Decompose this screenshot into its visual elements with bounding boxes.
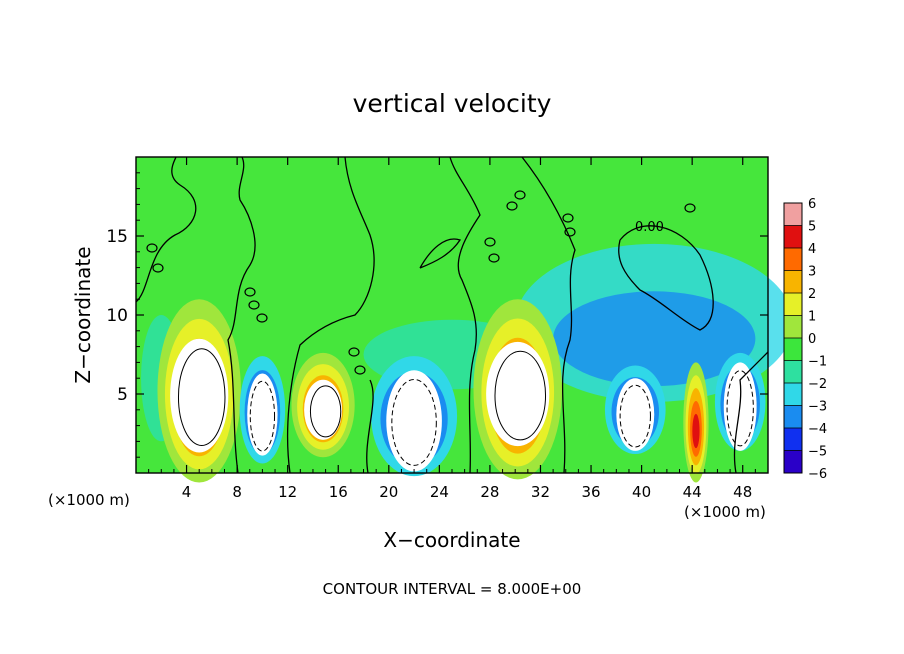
zero-contour-loop xyxy=(146,243,158,253)
y-axis-label: Z−coordinate xyxy=(71,246,95,383)
contour-interval-note: CONTOUR INTERVAL = 8.000E+00 xyxy=(323,580,582,598)
zero-contour-line xyxy=(227,156,256,474)
colorbar-tick-label: 0 xyxy=(808,332,816,347)
zero-contour-line xyxy=(618,225,714,331)
colorbar-segment xyxy=(784,383,802,406)
zero-contour-line xyxy=(286,156,375,474)
colorbar-segment xyxy=(784,405,802,428)
zero-contour-loop xyxy=(484,237,496,247)
core-contour xyxy=(726,370,754,447)
colorbar-segment xyxy=(784,248,802,271)
zero-contour-loop xyxy=(348,347,360,357)
zero-contour-line xyxy=(135,156,197,303)
zero-contour-line xyxy=(419,238,462,269)
x-tick-label: 28 xyxy=(480,483,499,501)
colorbar-tick-label: 2 xyxy=(808,287,816,302)
x-tick-label: 16 xyxy=(329,483,348,501)
colorbar-segment xyxy=(784,203,802,226)
chart-title: vertical velocity xyxy=(353,89,552,118)
core-contour xyxy=(494,350,547,441)
zero-contour-loop xyxy=(684,203,696,213)
updraft-core xyxy=(304,379,343,440)
x-unit-left: (×1000 m) xyxy=(48,491,130,509)
x-tick-label: 24 xyxy=(430,483,449,501)
colorbar-segment xyxy=(784,360,802,383)
zero-contour-loop xyxy=(488,253,500,263)
y-tick-label: 10 xyxy=(106,306,128,326)
colorbar-tick-label: −6 xyxy=(808,467,827,482)
colorbar-segment xyxy=(784,428,802,451)
y-axis: 5 10 15 xyxy=(106,172,768,458)
zero-contours xyxy=(135,156,769,474)
colorbar-tick-label: −5 xyxy=(808,445,827,460)
colorbar-segment xyxy=(784,225,802,248)
colorbar-segment xyxy=(784,450,802,473)
contour-label: 0.00 xyxy=(635,220,664,235)
colorbar-tick-label: 5 xyxy=(808,220,816,235)
colorbar-segment xyxy=(784,338,802,361)
x-tick-label: 4 xyxy=(182,483,192,501)
x-tick-label: 40 xyxy=(632,483,651,501)
field-band xyxy=(553,291,756,387)
x-tick-label: 44 xyxy=(683,483,702,501)
zero-contour-loop xyxy=(244,287,256,297)
downdraft-core xyxy=(386,370,442,472)
colorbar-tick-label: 1 xyxy=(808,310,816,325)
colorbar-tick-label: −3 xyxy=(808,400,827,415)
colorbar-tick-label: −4 xyxy=(808,422,827,437)
colorbar-tick-label: 3 xyxy=(808,265,816,280)
core-contour xyxy=(619,384,651,448)
colorbar-segment xyxy=(784,293,802,316)
colorbar-tick-label: −2 xyxy=(808,377,827,392)
x-tick-label: 12 xyxy=(278,483,297,501)
colorbar-segment xyxy=(784,315,802,338)
downdraft-core xyxy=(247,373,278,456)
zero-contour-loop xyxy=(256,313,268,323)
zero-contour-loop xyxy=(152,263,164,273)
zero-contour-loop xyxy=(564,227,576,237)
updraft-shade xyxy=(692,413,700,449)
core-contour xyxy=(249,380,276,452)
y-tick-label: 15 xyxy=(106,227,128,247)
x-tick-label: 32 xyxy=(531,483,550,501)
updraft-core xyxy=(486,341,550,447)
zero-contour-line xyxy=(733,351,769,474)
plot-area xyxy=(135,156,794,483)
colorbar: 6 5 4 3 2 1 0 −1 −2 −3 −4 −5 −6 xyxy=(783,197,827,482)
core-contour xyxy=(309,385,342,438)
x-unit-right: (×1000 m) xyxy=(684,503,766,521)
colorbar-tick-label: −1 xyxy=(808,355,827,370)
zero-contour-line xyxy=(366,379,374,474)
zero-contour-loop xyxy=(506,201,518,211)
x-tick-label: 36 xyxy=(581,483,600,501)
zero-contour-loop xyxy=(248,300,260,310)
zero-contour-loop xyxy=(562,213,574,223)
x-axis-label: X−coordinate xyxy=(383,528,520,552)
x-tick-label: 48 xyxy=(733,483,752,501)
zero-contour-loop xyxy=(514,190,526,200)
downdraft-core xyxy=(616,378,655,451)
zero-contour-line xyxy=(449,156,481,474)
colorbar-tick-label: 4 xyxy=(808,242,816,257)
core-contour xyxy=(391,378,437,466)
core-contour xyxy=(177,348,226,447)
colorbar-segment xyxy=(784,270,802,293)
zero-contour-loop xyxy=(354,365,366,375)
x-tick-label: 20 xyxy=(379,483,398,501)
x-axis: 4 8 12 16 20 24 28 32 36 40 44 48 xyxy=(148,157,756,501)
velocity-field xyxy=(141,243,794,483)
zero-contour-line xyxy=(521,156,576,474)
updraft-core xyxy=(170,338,229,453)
y-tick-label: 5 xyxy=(117,385,128,405)
x-tick-label: 8 xyxy=(232,483,242,501)
colorbar-tick-label: 6 xyxy=(808,197,816,212)
